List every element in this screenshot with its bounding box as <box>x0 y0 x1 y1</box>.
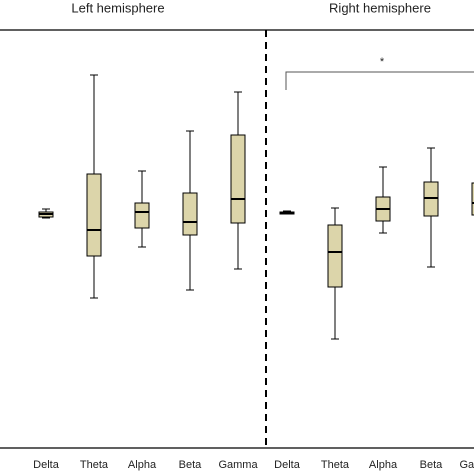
box <box>230 134 246 224</box>
x-tick-label: Beta <box>420 459 444 471</box>
box <box>86 173 102 257</box>
box <box>471 182 474 216</box>
x-tick-label: Alpha <box>369 459 398 471</box>
significance-bracket <box>285 71 474 90</box>
x-tick-label: Theta <box>321 459 350 471</box>
x-tick-label: Gamma <box>459 459 474 471</box>
x-tick-label: Gamma <box>218 459 258 471</box>
group-title: Right hemisphere <box>329 0 431 15</box>
box <box>134 202 150 229</box>
x-tick-label: Theta <box>80 459 109 471</box>
box <box>182 192 198 236</box>
x-tick-label: Delta <box>33 459 60 471</box>
annotation: * <box>380 56 385 68</box>
box <box>327 224 343 288</box>
group-title: Left hemisphere <box>71 0 164 15</box>
x-tick-label: Delta <box>274 459 301 471</box>
x-tick-label: Alpha <box>128 459 157 471</box>
x-tick-label: Beta <box>179 459 203 471</box>
